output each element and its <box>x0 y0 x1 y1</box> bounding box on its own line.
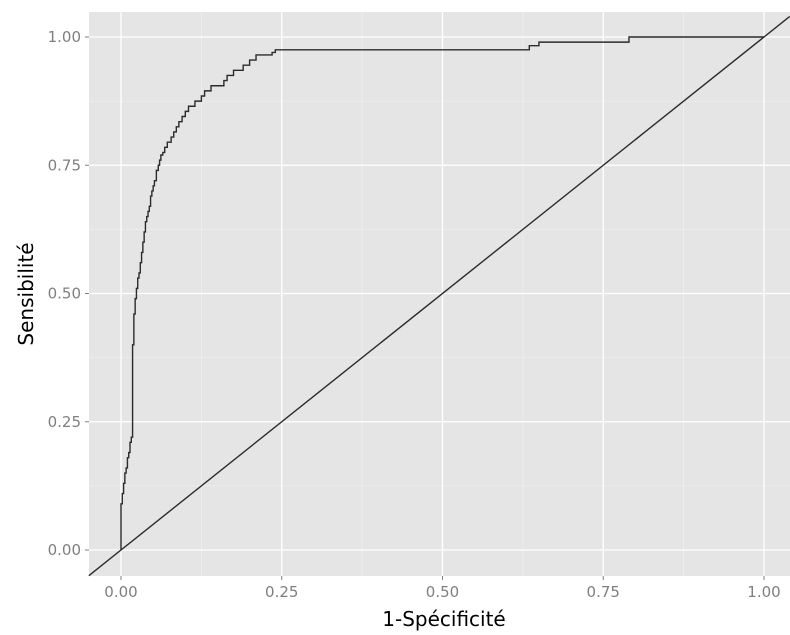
y-tick-label: 0.25 <box>48 413 81 431</box>
y-tick-label: 1.00 <box>48 28 81 46</box>
y-tick-label: 0.75 <box>48 156 81 174</box>
chart-marks <box>88 15 790 577</box>
y-tick-label: 0.50 <box>48 285 81 303</box>
x-tick-label: 1.00 <box>747 583 780 601</box>
x-axis-ticks: 0.00 0.25 0.50 0.75 1.00 <box>104 576 781 601</box>
roc-curve-line <box>120 36 764 550</box>
y-tick-label: 0.00 <box>48 541 81 559</box>
y-axis-ticks: 0.00 0.25 0.50 0.75 1.00 <box>48 28 89 559</box>
x-tick-label: 0.50 <box>426 583 459 601</box>
x-tick-label: 0.00 <box>104 583 137 601</box>
x-axis-title: 1-Spécificité <box>382 607 506 631</box>
reference-diagonal-line <box>88 15 790 577</box>
y-axis-title: Sensibilité <box>14 242 38 345</box>
x-tick-label: 0.25 <box>265 583 298 601</box>
x-tick-label: 0.75 <box>587 583 620 601</box>
